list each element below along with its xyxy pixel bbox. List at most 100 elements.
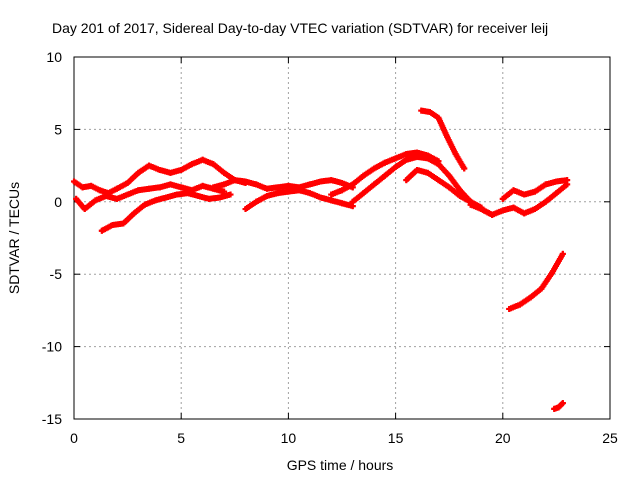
data-point	[317, 194, 324, 201]
x-tick-label: 15	[388, 430, 404, 446]
data-point	[424, 155, 431, 162]
data-point	[135, 169, 142, 176]
data-point	[120, 220, 127, 227]
data-point	[360, 190, 367, 197]
data-point	[349, 181, 356, 188]
data-point	[446, 172, 453, 179]
data-point	[542, 198, 549, 205]
data-point	[242, 178, 249, 185]
data-point	[317, 178, 324, 185]
data-point	[156, 184, 163, 191]
x-axis-title: GPS time / hours	[287, 457, 394, 473]
data-point	[88, 182, 95, 189]
data-point	[414, 153, 421, 160]
data-point	[381, 159, 388, 166]
x-tick-label: 10	[281, 430, 297, 446]
data-point	[81, 206, 88, 213]
data-point	[131, 210, 138, 217]
data-point	[146, 162, 153, 169]
data-point	[461, 165, 468, 172]
data-point	[328, 191, 335, 198]
data-point	[414, 166, 421, 173]
data-point	[559, 250, 566, 257]
data-point	[124, 191, 131, 198]
series-arc-8	[418, 107, 468, 172]
data-point	[467, 201, 474, 208]
x-tick-label: 5	[177, 430, 185, 446]
data-point	[553, 178, 560, 185]
data-point	[167, 169, 174, 176]
data-point	[559, 400, 566, 407]
data-point	[339, 200, 345, 207]
data-point	[216, 194, 223, 201]
data-point	[146, 185, 153, 192]
data-point	[564, 177, 571, 184]
series-arc-3	[98, 190, 234, 234]
y-tick-label: 5	[54, 121, 62, 137]
data-point	[306, 190, 313, 197]
data-point	[163, 194, 170, 201]
data-point	[96, 187, 103, 194]
data-point	[135, 187, 142, 194]
data-point	[521, 191, 528, 198]
data-point	[178, 184, 185, 191]
data-point	[360, 172, 367, 179]
y-tick-label: -10	[42, 339, 62, 355]
data-point	[103, 193, 110, 200]
data-point	[549, 269, 556, 276]
series-arc-11	[499, 177, 571, 202]
data-point	[452, 151, 459, 158]
data-point	[178, 166, 185, 173]
data-point	[339, 187, 345, 194]
data-point	[109, 221, 116, 228]
data-point	[339, 179, 345, 186]
data-point	[195, 193, 202, 200]
grid	[74, 57, 610, 419]
y-tick-label: -15	[42, 411, 62, 427]
data-point	[392, 164, 399, 171]
data-point	[285, 188, 292, 195]
data-point	[506, 305, 513, 312]
data-point	[403, 156, 410, 163]
data-point	[349, 198, 356, 205]
data-point	[555, 404, 562, 411]
data-point	[231, 177, 238, 184]
data-point	[456, 193, 463, 200]
data-point	[435, 161, 442, 168]
data-point	[173, 191, 180, 198]
data-point	[527, 294, 534, 301]
series-arc-5	[242, 187, 356, 213]
data-point	[403, 151, 410, 158]
data-point	[274, 184, 281, 191]
data-point	[206, 195, 213, 202]
data-point	[542, 181, 549, 188]
data-point	[263, 185, 270, 192]
data-point	[444, 133, 451, 140]
data-point	[521, 210, 528, 217]
data-point	[499, 195, 506, 202]
data-point	[426, 109, 433, 116]
data-point	[167, 181, 174, 188]
data-point	[531, 206, 538, 213]
data-point	[371, 181, 378, 188]
data-point	[227, 191, 234, 198]
data-point	[328, 197, 335, 204]
data-point	[184, 190, 191, 197]
data-point	[199, 156, 206, 163]
data-point	[553, 190, 560, 197]
plot-frame	[73, 56, 611, 420]
data-point	[73, 195, 80, 202]
data-point	[531, 188, 538, 195]
data-point	[418, 107, 425, 114]
data-point	[499, 207, 506, 214]
series-trace	[418, 107, 468, 172]
data-point	[381, 172, 388, 179]
data-point	[446, 184, 453, 191]
data-point	[285, 182, 292, 189]
data-point	[435, 177, 442, 184]
data-point	[435, 114, 442, 121]
data-point	[199, 182, 206, 189]
data-point	[456, 187, 463, 194]
data-point	[210, 184, 217, 191]
data-point	[141, 201, 148, 208]
